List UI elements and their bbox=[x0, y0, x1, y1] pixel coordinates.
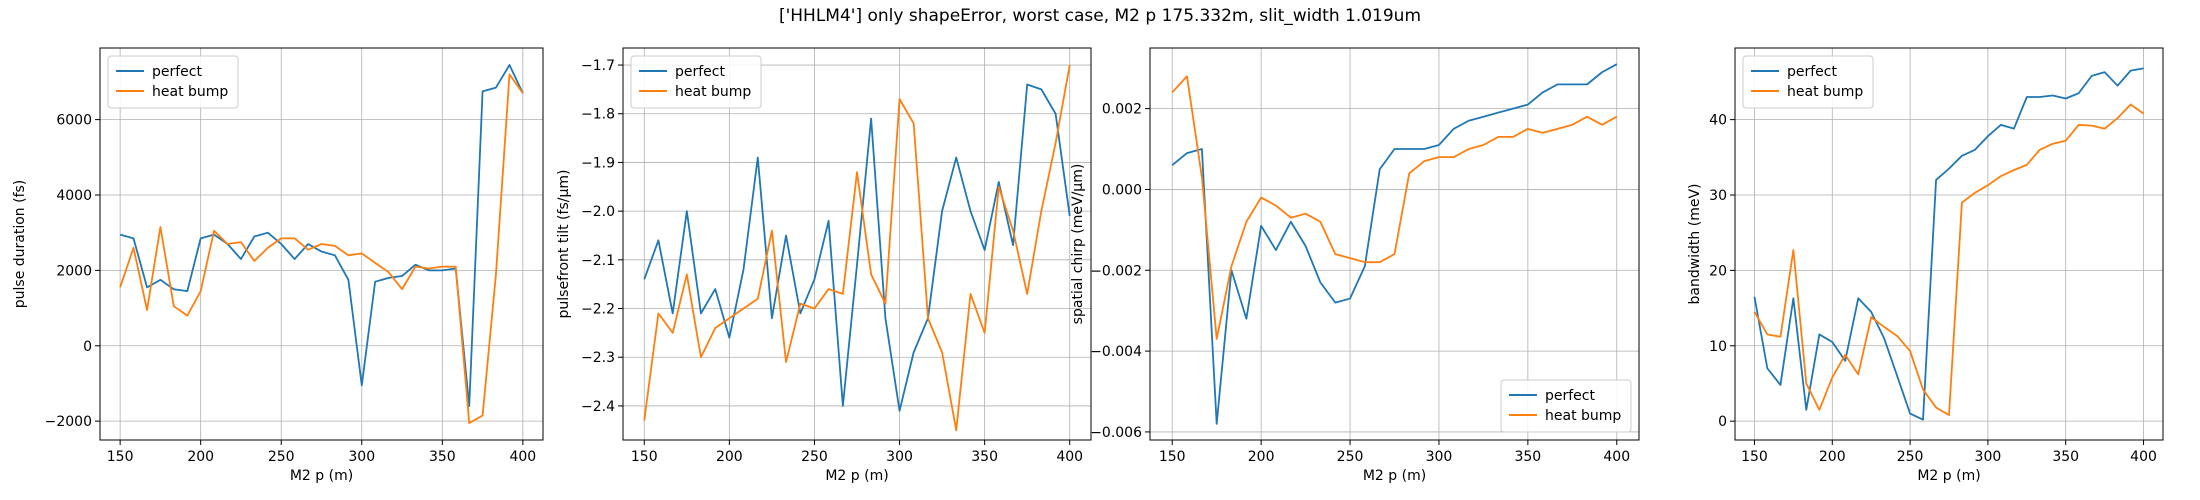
legend-label-1: heat bump bbox=[1787, 84, 1863, 100]
y-tick-label-5: −1.9 bbox=[581, 155, 615, 171]
y-tick-label-4: 40 bbox=[1709, 113, 1727, 129]
legend-label-1: heat bump bbox=[675, 84, 751, 100]
x-tick-label-3: 300 bbox=[1426, 449, 1453, 465]
y-tick-label-3: 0.000 bbox=[1102, 182, 1142, 198]
y-tick-label-4: 6000 bbox=[56, 113, 92, 129]
legend: perfect heat bump bbox=[630, 55, 762, 109]
x-tick-label-1: 200 bbox=[1819, 449, 1846, 465]
y-tick-label-2: 2000 bbox=[56, 263, 92, 279]
axes-frame bbox=[622, 47, 1092, 441]
x-tick-label-5: 400 bbox=[1603, 449, 1630, 465]
x-tick-label-1: 200 bbox=[716, 449, 743, 465]
y-tick-label-3: 30 bbox=[1709, 188, 1727, 204]
legend: perfect heat bump bbox=[1742, 55, 1874, 109]
legend: perfect heat bump bbox=[1500, 379, 1632, 433]
legend-label-1: heat bump bbox=[152, 84, 228, 100]
y-tick-label-4: −2.0 bbox=[581, 204, 615, 220]
y-tick-label-6: −1.8 bbox=[581, 107, 615, 123]
x-tick-label-2: 250 bbox=[1337, 449, 1364, 465]
x-tick-label-5: 400 bbox=[2130, 449, 2157, 465]
legend-box bbox=[1742, 55, 1874, 109]
x-tick-label-4: 350 bbox=[971, 449, 998, 465]
x-tick-label-1: 200 bbox=[187, 449, 214, 465]
x-axis-label: M2 p (m) bbox=[290, 468, 353, 484]
y-tick-label-1: 0 bbox=[83, 339, 92, 355]
panel-1: 150 200 250 300 350 400 −2000 0 2000 4000 6000 M2 p… bbox=[12, 47, 544, 484]
x-tick-label-0: 150 bbox=[631, 449, 658, 465]
series-line-heat-bump bbox=[1171, 75, 1618, 340]
y-tick-label-1: 10 bbox=[1709, 339, 1727, 355]
x-tick-label-4: 350 bbox=[2052, 449, 2079, 465]
y-tick-label-1: −2.3 bbox=[581, 350, 615, 366]
legend-label-1: heat bump bbox=[1545, 408, 1621, 424]
y-tick-label-7: −1.7 bbox=[581, 58, 615, 74]
x-tick-label-3: 300 bbox=[886, 449, 913, 465]
x-tick-label-5: 400 bbox=[509, 449, 536, 465]
x-tick-label-4: 350 bbox=[1514, 449, 1541, 465]
y-tick-label-1: −0.004 bbox=[1090, 344, 1142, 360]
y-tick-label-4: 0.002 bbox=[1102, 102, 1142, 118]
y-tick-label-3: −2.1 bbox=[581, 253, 615, 269]
x-axis-label: M2 p (m) bbox=[825, 468, 888, 484]
y-tick-label-2: −0.002 bbox=[1090, 263, 1142, 279]
y-tick-label-2: −2.2 bbox=[581, 302, 615, 318]
legend: perfect heat bump bbox=[107, 55, 239, 109]
figure-title: ['HHLM4'] only shapeError, worst case, M… bbox=[778, 6, 1422, 26]
x-tick-label-0: 150 bbox=[1159, 449, 1186, 465]
legend-label-0: perfect bbox=[1787, 64, 1837, 80]
y-tick-label-0: −2.4 bbox=[581, 399, 615, 415]
x-tick-label-2: 250 bbox=[1897, 449, 1924, 465]
grid bbox=[1735, 48, 2163, 440]
y-tick-label-2: 20 bbox=[1709, 263, 1727, 279]
series-line-heat-bump bbox=[1753, 103, 2145, 417]
series-line-perfect bbox=[1753, 67, 2144, 421]
y-tick-label-0: −2000 bbox=[45, 414, 92, 430]
y-tick-label-3: 4000 bbox=[56, 188, 92, 204]
series-line-perfect bbox=[643, 83, 1071, 412]
y-axis-label: pulse duration (fs) bbox=[12, 180, 28, 309]
x-axis-label: M2 p (m) bbox=[1363, 468, 1426, 484]
legend-box bbox=[630, 55, 762, 109]
axes-frame bbox=[1149, 47, 1640, 441]
legend-box bbox=[1500, 379, 1632, 433]
y-axis-label: bandwidth (meV) bbox=[1687, 183, 1703, 304]
legend-label-0: perfect bbox=[152, 64, 202, 80]
axes-frame bbox=[1734, 47, 2164, 441]
series-line-heat-bump bbox=[119, 73, 524, 424]
axes-frame bbox=[99, 47, 544, 441]
x-tick-label-3: 300 bbox=[348, 449, 375, 465]
x-tick-label-1: 200 bbox=[1248, 449, 1275, 465]
x-tick-label-5: 400 bbox=[1056, 449, 1083, 465]
legend-box bbox=[107, 55, 239, 109]
x-tick-label-0: 150 bbox=[1741, 449, 1768, 465]
x-axis-label: M2 p (m) bbox=[1917, 468, 1980, 484]
y-tick-label-0: −0.006 bbox=[1090, 425, 1142, 441]
series-line-perfect bbox=[1171, 63, 1618, 425]
x-tick-label-2: 250 bbox=[801, 449, 828, 465]
x-tick-label-0: 150 bbox=[107, 449, 134, 465]
series-line-heat-bump bbox=[643, 64, 1071, 432]
y-tick-label-0: 0 bbox=[1718, 414, 1727, 430]
panel-2: 150 200 250 300 350 400 −2.4 −2.3 −2.2 −2.1 −2.0 −1… bbox=[556, 47, 1092, 484]
x-tick-label-2: 250 bbox=[268, 449, 295, 465]
y-axis-label: pulsefront tilt (fs/µm) bbox=[556, 170, 572, 319]
y-axis-label: spatial chirp (meV/µm) bbox=[1070, 164, 1086, 325]
x-tick-label-4: 350 bbox=[429, 449, 456, 465]
legend-label-0: perfect bbox=[675, 64, 725, 80]
panel-3: 150 200 250 300 350 400 −0.006 −0.004 −0.002 0.00… bbox=[1070, 47, 1640, 484]
legend-label-0: perfect bbox=[1545, 388, 1595, 404]
x-tick-label-3: 300 bbox=[1975, 449, 2002, 465]
panel-4: 150 200 250 300 350 400 0 10 20 30 40 M2 p (m) bandw… bbox=[1687, 47, 2164, 484]
